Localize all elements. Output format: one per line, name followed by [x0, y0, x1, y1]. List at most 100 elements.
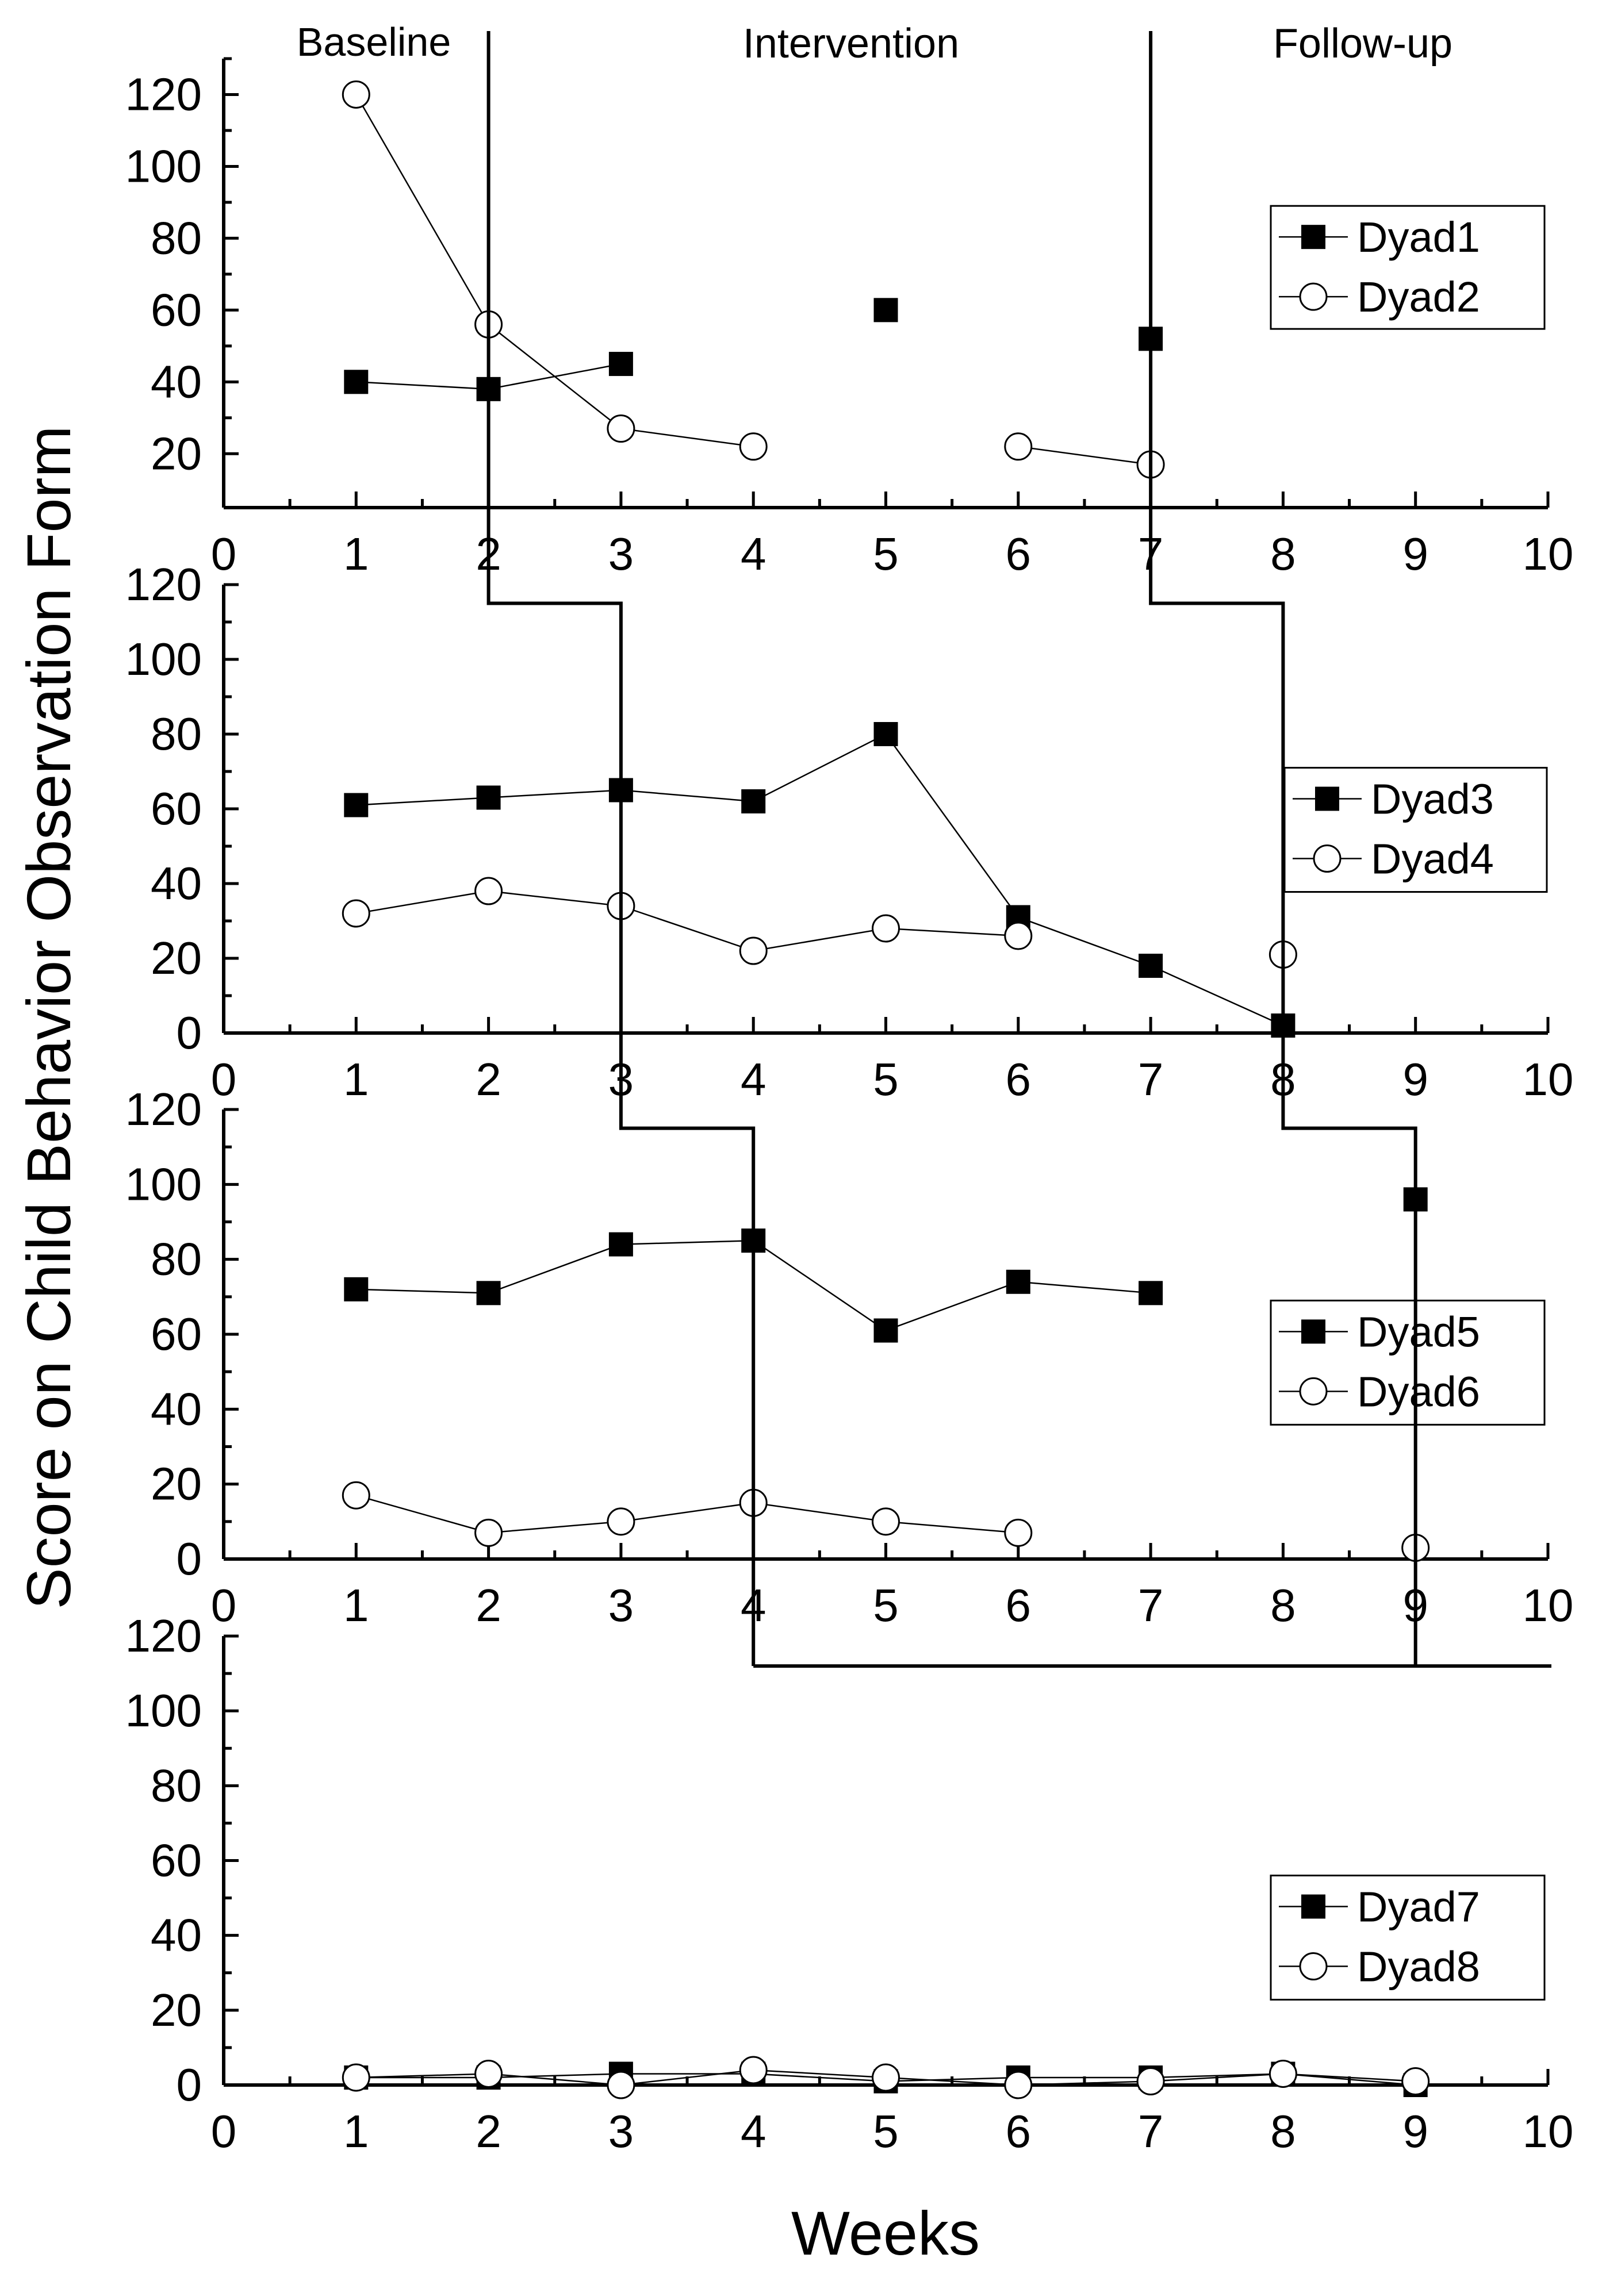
data-point-square	[344, 1277, 369, 1301]
series-dyad1	[344, 298, 1163, 401]
phase-change-lines	[486, 31, 1551, 1668]
data-point-circle	[872, 914, 900, 943]
legend-marker-square	[1301, 1319, 1325, 1344]
y-axis-label: Score on Child Behavior Observation Form	[14, 426, 83, 1610]
x-tick-label: 3	[608, 1580, 634, 1631]
x-tick-label: 4	[741, 2106, 766, 2157]
series-line-segment	[355, 1495, 489, 1534]
data-point-circle	[342, 899, 370, 928]
legend-label: Dyad7	[1357, 1883, 1480, 1931]
x-tick-label: 3	[608, 2106, 634, 2157]
y-tick-label: 100	[125, 633, 202, 685]
legend-label: Dyad3	[1371, 775, 1494, 823]
phase-label-intervention: Intervention	[743, 21, 959, 67]
series-line-segment	[488, 2073, 622, 2086]
data-point-circle	[342, 2063, 370, 2092]
series-line-segment	[356, 1288, 489, 1294]
legend-marker-square	[1301, 1894, 1325, 1919]
y-tick-label: 60	[151, 1835, 202, 1886]
series-line-segment	[488, 1521, 622, 1534]
series-line-segment	[753, 1240, 887, 1331]
data-point-square	[873, 1318, 898, 1343]
data-point-square	[344, 793, 369, 817]
x-tick-label: 5	[873, 2106, 899, 2157]
series-line-segment	[356, 890, 489, 915]
x-tick-label: 0	[211, 2106, 237, 2157]
series-line-segment	[1018, 1281, 1151, 1294]
x-tick-label: 2	[476, 1054, 501, 1105]
x-tick-label: 5	[873, 1580, 899, 1631]
x-tick-label: 7	[1138, 1580, 1164, 1631]
data-point-circle	[739, 432, 768, 461]
y-tick-label: 80	[151, 212, 202, 263]
data-point-circle	[1004, 1518, 1033, 1547]
data-point-square	[344, 370, 369, 394]
data-point-circle	[1136, 2067, 1165, 2095]
series-line-segment	[488, 890, 622, 907]
y-tick-label: 40	[151, 1910, 202, 1961]
series-line-segment	[620, 1239, 754, 1245]
y-tick-label: 100	[125, 1158, 202, 1210]
series-line-segment	[885, 734, 1019, 918]
legend-label: Dyad5	[1357, 1308, 1480, 1356]
data-point-circle	[739, 936, 768, 965]
data-point-circle	[872, 2063, 900, 2092]
series-line-segment	[753, 2069, 886, 2079]
x-tick-label: 6	[1006, 528, 1032, 579]
series-line-segment	[488, 2073, 621, 2079]
x-tick-label: 5	[873, 528, 899, 579]
legend-label: Dyad6	[1357, 1368, 1480, 1415]
series-line-segment	[1018, 2080, 1151, 2086]
phase-labels: Baseline Intervention Follow-up	[297, 20, 1452, 67]
x-tick-label: 8	[1270, 2106, 1296, 2157]
y-tick-label: 60	[151, 284, 202, 335]
series-line-segment	[1018, 916, 1151, 967]
series-line-segment	[355, 94, 489, 325]
data-point-circle	[474, 2059, 503, 2088]
x-tick-label: 10	[1523, 1054, 1574, 1105]
x-tick-label: 0	[211, 1054, 237, 1105]
data-point-circle	[739, 2056, 768, 2084]
series-line-segment	[753, 1502, 886, 1523]
legend-marker-square	[1315, 786, 1339, 811]
y-tick-label: 80	[151, 1234, 202, 1285]
data-point-square	[873, 722, 898, 746]
series-line-segment	[620, 428, 754, 448]
x-tick-label: 4	[741, 528, 766, 579]
legend-label: Dyad1	[1357, 213, 1480, 261]
x-tick-label: 6	[1006, 1580, 1032, 1631]
data-point-square	[1139, 954, 1163, 978]
data-point-circle	[474, 1518, 503, 1547]
series-line-segment	[620, 2069, 754, 2086]
x-tick-label: 2	[476, 2106, 501, 2157]
legend-panel-1: Dyad1 Dyad2	[1270, 205, 1546, 330]
x-tick-label: 6	[1006, 1054, 1032, 1105]
legend-marker-circle	[1313, 844, 1342, 873]
phase-change-line-intervention-to-follow-up	[1149, 31, 1417, 1667]
data-point-circle	[607, 2071, 635, 2099]
x-tick-label: 0	[211, 1580, 237, 1631]
x-tick-label: 6	[1006, 2106, 1032, 2157]
x-tick-label: 1	[343, 528, 369, 579]
y-tick-label: 120	[125, 68, 202, 120]
data-point-square	[476, 785, 501, 810]
series-dyad5	[344, 1187, 1428, 1343]
series-line-segment	[488, 324, 622, 429]
y-tick-label: 20	[151, 428, 202, 479]
series-line-segment	[886, 1281, 1019, 1331]
legend-label: Dyad8	[1357, 1943, 1480, 1991]
x-tick-label: 7	[1138, 1054, 1164, 1105]
series-line-segment	[356, 797, 489, 806]
legend-label: Dyad2	[1357, 273, 1480, 321]
y-tick-label: 100	[125, 140, 202, 191]
data-point-circle	[1268, 2059, 1297, 2088]
series-line-segment	[886, 2076, 1018, 2082]
x-tick-label: 8	[1270, 528, 1296, 579]
data-point-circle	[1004, 922, 1033, 950]
series-line-segment	[753, 927, 886, 952]
y-tick-label: 20	[151, 932, 202, 984]
series-line-segment	[886, 1521, 1018, 1534]
